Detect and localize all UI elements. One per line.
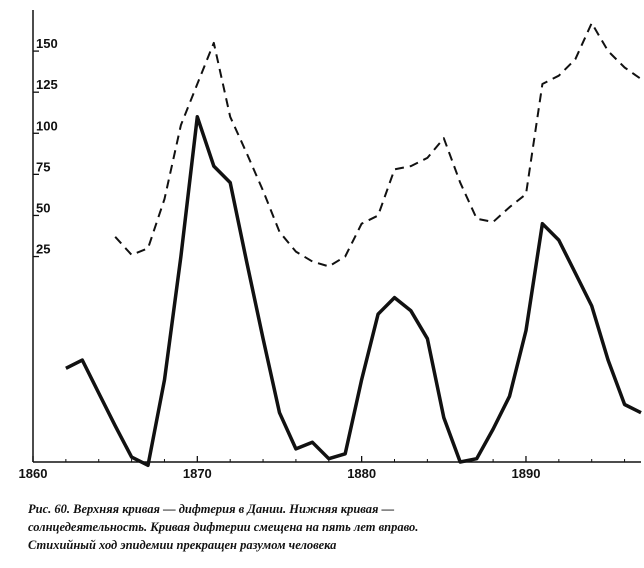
series-layer [65, 22, 642, 468]
y-tick-label: 75 [36, 159, 50, 174]
series-line-solid [65, 115, 642, 468]
x-tick-label: 1870 [183, 466, 212, 481]
caption-line: Стихийный ход эпидемии прекращен разумом… [28, 538, 337, 552]
y-tick-label: 100 [36, 118, 58, 133]
y-tick-label: 150 [36, 36, 58, 51]
caption-line: солнцедеятельность. Кривая дифтерии смещ… [28, 520, 419, 534]
x-tick-label: 1860 [19, 466, 48, 481]
figure-caption: Рис. 60. Верхняя кривая — дифтерия в Дан… [28, 500, 628, 554]
y-tick-label: 125 [36, 77, 58, 92]
series-line-dashed [114, 22, 642, 268]
y-axis-ticks: 25 50 75 100 125 150 [33, 36, 58, 258]
y-tick-label: 25 [36, 242, 50, 257]
x-axis-ticks: 1860 1870 1880 1890 [19, 456, 626, 481]
x-tick-label: 1880 [347, 466, 376, 481]
plot-frame [32, 10, 641, 463]
y-tick-label: 50 [36, 200, 50, 215]
chart: 1860 1870 1880 1890 25 50 75 100 125 150 [19, 10, 642, 481]
x-tick-label: 1890 [512, 466, 541, 481]
caption-line: Рис. 60. Верхняя кривая — дифтерия в Дан… [28, 502, 395, 516]
